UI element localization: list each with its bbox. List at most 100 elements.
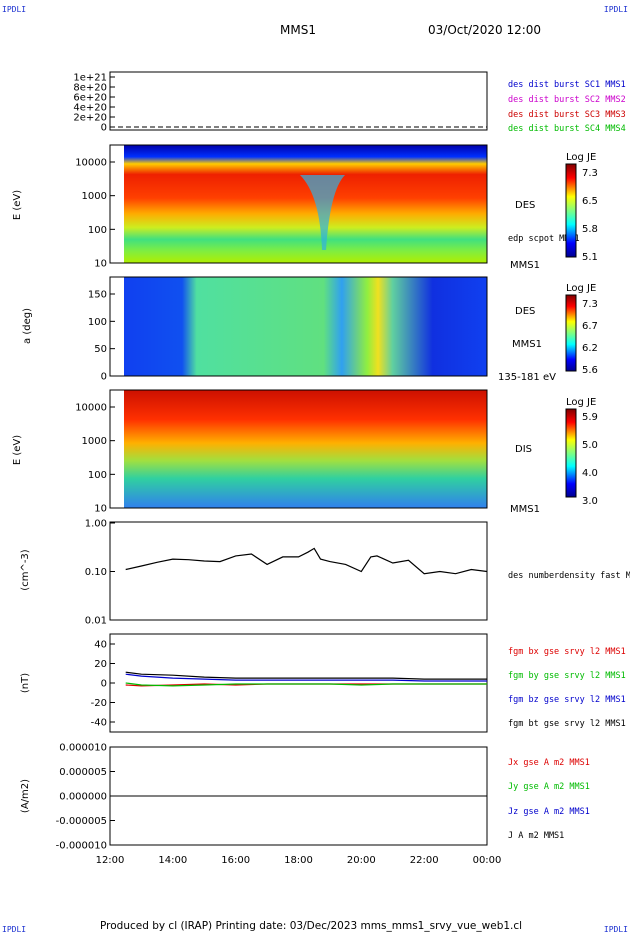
y-tick-label: 8e+20 (73, 83, 107, 94)
datetime-title: 03/Oct/2020 12:00 (428, 23, 541, 37)
panel-frame (109, 389, 488, 509)
y-tick-label: 0 (101, 123, 107, 134)
panel-magnetic-field: (nT) 40 20 0 -20 -40 fgm bx gse srvy l2 MMS1… (20, 633, 626, 733)
colorbar-tick-label: 5.1 (582, 252, 598, 263)
legend-mms2: des dist burst SC2 MMS2 (508, 95, 626, 105)
y-tick-label: 100 (88, 470, 107, 481)
y-tick-label: 10 (94, 504, 107, 515)
spacecraft-label: MMS1 (510, 504, 540, 515)
y-tick-label: -0.000005 (56, 816, 107, 827)
colorbar (565, 294, 577, 372)
dis-spectrogram-image (124, 390, 487, 508)
colorbar-tick-label: 7.3 (582, 168, 598, 179)
y-tick-label: 0.000010 (59, 743, 107, 754)
panel-current-density: (A/m2) 0.000010 0.000005 0.000000 -0.000005… (20, 743, 590, 852)
legend-by: fgm by gse srvy l2 MMS1 (508, 671, 626, 681)
spacecraft-label: MMS1 (510, 260, 540, 271)
panel-frame (109, 144, 488, 264)
des-spectrogram-feature (300, 175, 345, 250)
colorbar-tick-label: 4.0 (582, 468, 598, 479)
y-axis-label: E (eV) (12, 190, 23, 220)
legend-mms3: des dist burst SC3 MMS3 (508, 110, 626, 120)
colorbar-tick-label: 5.0 (582, 440, 598, 451)
legend-jx: Jx gse A m2 MMS1 (508, 758, 590, 768)
legend-mms1: des dist burst SC1 MMS1 (508, 80, 626, 90)
panel-des-energy: E (eV) 10000 1000 100 10 DES edp scpot MMS1… (12, 144, 598, 271)
colorbar-tick-label: 6.5 (582, 196, 598, 207)
legend-density: des numberdensity fast M (508, 571, 630, 581)
y-axis-label: (A/m2) (20, 779, 31, 813)
corner-label-bottom-right: IPDLI (604, 925, 628, 934)
colorbar (565, 163, 577, 258)
y-tick-label: 10000 (75, 403, 107, 414)
legend-jy: Jy gse A m2 MMS1 (508, 782, 590, 792)
x-tick-label: 14:00 (158, 855, 187, 866)
legend-bz: fgm bz gse srvy l2 MMS1 (508, 695, 626, 705)
colorbar-title: Log JE (566, 397, 596, 408)
x-tick-label: 12:00 (96, 855, 125, 866)
footer-text: Produced by cl (IRAP) Printing date: 03/… (100, 920, 522, 932)
x-tick-label: 22:00 (410, 855, 439, 866)
colorbar (565, 408, 577, 498)
y-tick-label: 40 (94, 640, 107, 651)
corner-label-top-right: IPDLI (604, 5, 628, 14)
legend-jz: Jz gse A m2 MMS1 (508, 807, 590, 817)
y-tick-label: 20 (94, 659, 107, 670)
y-tick-label: -20 (91, 698, 107, 709)
corner-label-top-left: IPDLI (2, 5, 26, 14)
y-tick-label: 0 (101, 679, 107, 690)
panel-density: (cm^-3) 1.00 0.10 0.01 des numberdensity f… (20, 519, 630, 627)
legend-j: J A m2 MMS1 (508, 831, 564, 841)
scpot-label: edp scpot MMS1 (508, 234, 580, 244)
y-tick-label: 0.000005 (59, 767, 107, 778)
y-tick-label: 6e+20 (73, 93, 107, 104)
y-tick-label: 1e+21 (73, 73, 107, 84)
panel-des-pitch-angle: a (deg) 150 100 50 0 DES MMS1 135-181 eV Lo… (22, 276, 598, 383)
panel-frame (109, 71, 488, 131)
y-axis-label: (nT) (20, 673, 31, 693)
bt-line (125, 671, 487, 680)
colorbar-tick-label: 6.7 (582, 321, 598, 332)
y-tick-label: 1.00 (85, 519, 107, 530)
y-tick-label: 0.000000 (59, 792, 107, 803)
legend-mms4: des dist burst SC4 MMS4 (508, 124, 626, 134)
pitch-angle-image (124, 277, 487, 376)
energy-range-label: 135-181 eV (498, 372, 556, 383)
colorbar-tick-label: 5.8 (582, 224, 598, 235)
colorbar-tick-label: 6.2 (582, 343, 598, 354)
y-tick-label: -0.000010 (56, 841, 107, 852)
colorbar-title: Log JE (566, 283, 596, 294)
instrument-label: DIS (515, 444, 532, 455)
y-tick-label: 50 (94, 344, 107, 355)
y-tick-label: 1000 (82, 191, 107, 202)
instrument-label: DES (515, 200, 535, 211)
by-line (125, 682, 487, 687)
panel-frame (109, 521, 488, 621)
y-tick-label: 4e+20 (73, 103, 107, 114)
y-tick-label: -40 (91, 718, 107, 729)
bz-line (125, 673, 487, 682)
colorbar-tick-label: 3.0 (582, 496, 598, 507)
y-tick-label: 150 (88, 290, 107, 301)
panel-frame (109, 276, 488, 377)
y-tick-label: 1000 (82, 436, 107, 447)
panel-frame (109, 633, 488, 733)
y-tick-label: 0.01 (85, 616, 107, 627)
colorbar-tick-label: 7.3 (582, 299, 598, 310)
x-tick-label: 16:00 (221, 855, 250, 866)
y-tick-label: 0 (101, 372, 107, 383)
legend-bt: fgm bt gse srvy l2 MMS1 (508, 719, 626, 729)
des-spectrogram-image (124, 145, 487, 263)
x-tick-label: 20:00 (347, 855, 376, 866)
colorbar-tick-label: 5.6 (582, 365, 598, 376)
panel-dis-energy: E (eV) 10000 1000 100 10 DIS MMS1 Log JE 5.… (12, 389, 598, 515)
density-line (125, 547, 488, 575)
y-axis-label: E (eV) (12, 435, 23, 465)
x-tick-label: 18:00 (284, 855, 313, 866)
y-tick-label: 100 (88, 317, 107, 328)
colorbar-title: Log JE (566, 152, 596, 163)
y-axis-label: a (deg) (22, 308, 33, 344)
y-tick-label: 100 (88, 225, 107, 236)
